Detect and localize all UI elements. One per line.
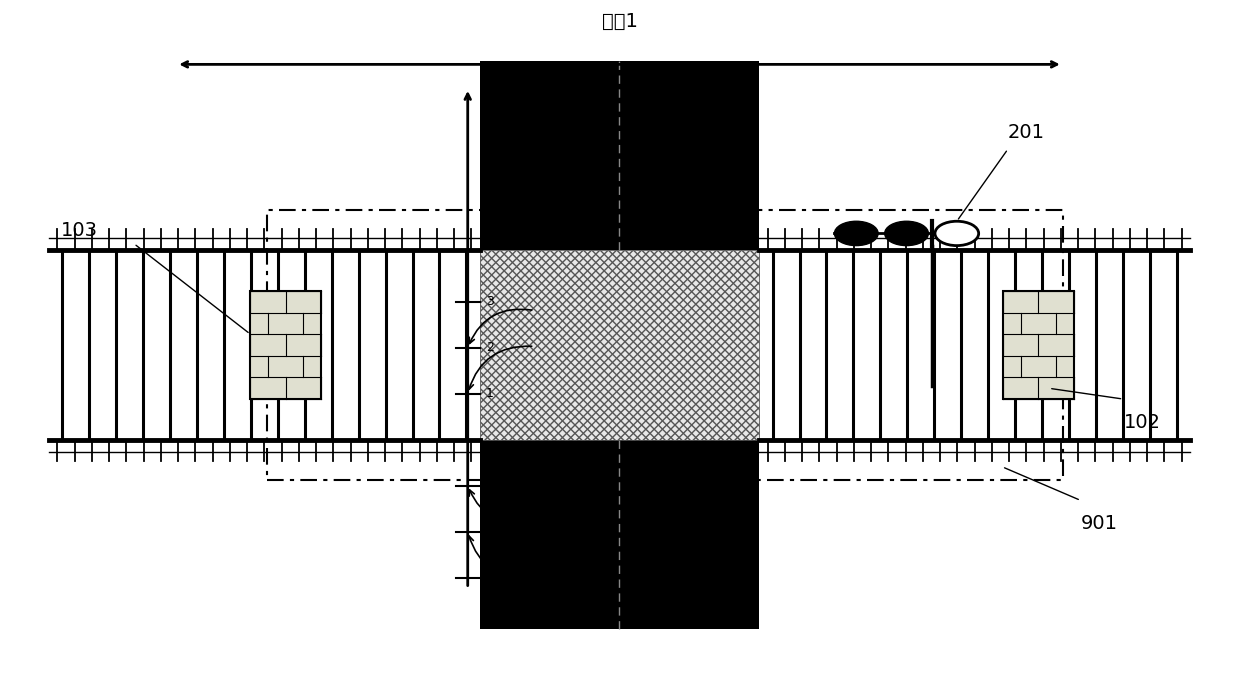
Text: 方吔1: 方吔1 (602, 12, 637, 30)
Text: 3: 3 (486, 295, 494, 308)
Text: 1: 1 (486, 479, 494, 492)
Bar (479, 61, 760, 250)
Bar (250, 291, 321, 399)
Bar (479, 440, 760, 629)
Circle shape (834, 221, 878, 246)
Bar (479, 250, 760, 440)
Text: 2: 2 (486, 525, 494, 538)
Text: 3: 3 (486, 571, 494, 584)
Bar (479, 250, 760, 440)
Circle shape (935, 221, 979, 246)
Text: 2: 2 (486, 341, 494, 354)
Bar (479, 250, 760, 440)
Bar (1004, 291, 1074, 399)
Text: 901: 901 (1080, 514, 1118, 533)
Text: 1: 1 (486, 387, 494, 400)
Text: 方吔2: 方吔2 (482, 161, 510, 176)
Text: 103: 103 (61, 221, 98, 239)
Text: 201: 201 (1009, 123, 1044, 142)
Text: 102: 102 (1124, 413, 1161, 432)
Bar (268, 210, 1063, 480)
Circle shape (885, 221, 928, 246)
